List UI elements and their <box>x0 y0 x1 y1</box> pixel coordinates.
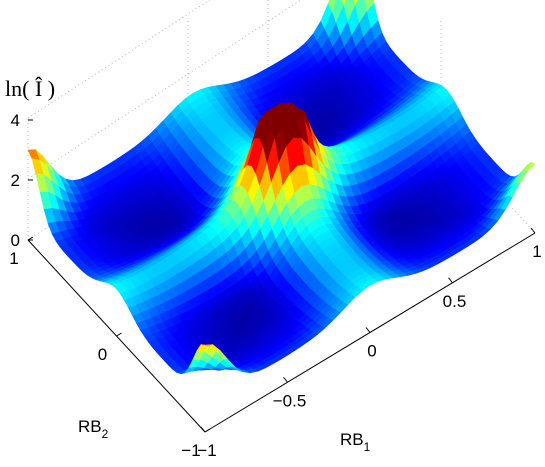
x-axis-label: RB1 <box>340 430 371 454</box>
z-tick-label: 4 <box>11 111 20 130</box>
axis-labels: RB1 RB2 ln( Î ) <box>5 76 371 454</box>
y-tick-label: −1 <box>181 441 200 460</box>
x-tick-label: 0 <box>367 342 376 361</box>
y-axis-label: RB2 <box>78 417 109 441</box>
z-axis-label: ln( Î ) <box>5 76 55 101</box>
y-tick-mark <box>204 428 211 433</box>
x-tick-mark <box>200 426 206 433</box>
x-tick-mark <box>448 277 453 284</box>
x-tick-label: −1 <box>197 441 216 460</box>
z-tick-label: 2 <box>11 171 20 190</box>
y-tick-mark <box>116 332 122 337</box>
surface-mesh <box>27 0 536 375</box>
x-tick-mark <box>530 227 536 234</box>
x-tick-label: 0.5 <box>443 292 467 311</box>
grid-lines <box>27 0 536 241</box>
z-tick-label: 0 <box>11 231 20 250</box>
x-tick-label: −0.5 <box>273 391 307 410</box>
surface-patch <box>341 0 347 8</box>
y-tick-label: 0 <box>98 345 107 364</box>
x-tick-mark <box>283 376 288 383</box>
x-tick-label: 1 <box>532 242 541 261</box>
x-tick-mark <box>365 327 371 333</box>
y-tick-label: 1 <box>9 249 18 268</box>
surface-patch <box>200 344 213 347</box>
